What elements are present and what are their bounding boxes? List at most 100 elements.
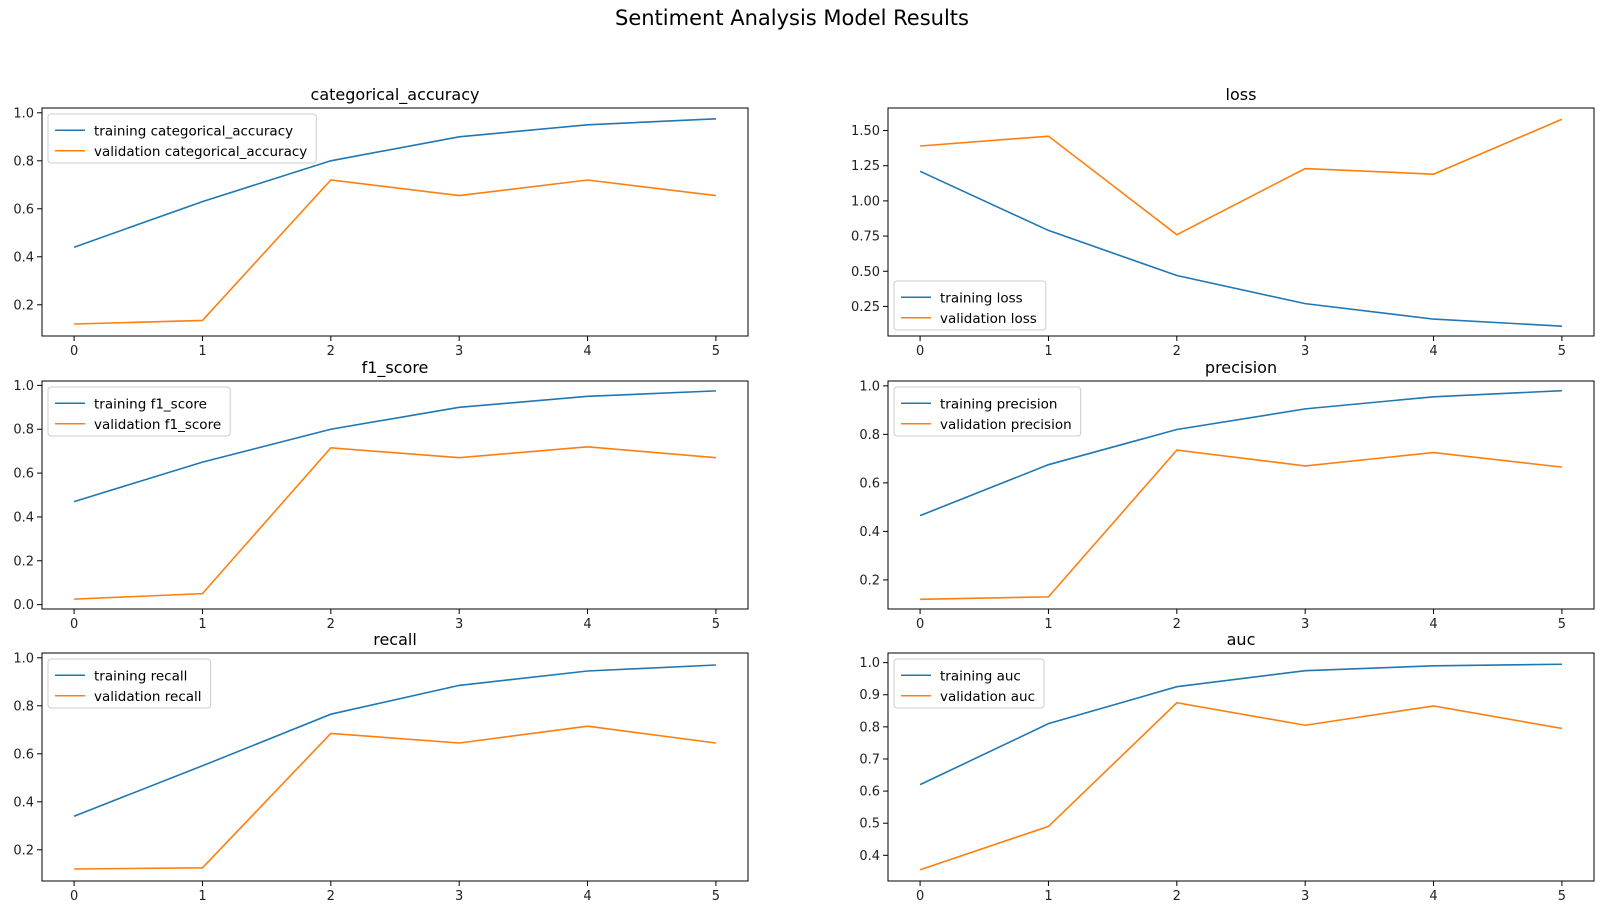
x-tick-label: 5	[1558, 889, 1566, 904]
series-line-training	[73, 390, 716, 503]
legend-label: training auc	[940, 668, 1021, 684]
legend: training f1_score validation f1_score	[47, 386, 231, 437]
x-tick-label: 1	[1044, 617, 1052, 632]
y-tick-label: 1.0	[13, 379, 34, 394]
legend-box	[47, 658, 212, 709]
axes-frame	[887, 652, 1595, 882]
x-tick-label: 2	[327, 889, 335, 904]
x-tick-label: 0	[70, 617, 78, 632]
y-tick-label: 0.5	[859, 817, 880, 832]
y-tick-label: 1.0	[13, 651, 34, 666]
legend-label: training categorical_accuracy	[94, 123, 293, 139]
y-tick-label: 0.8	[13, 423, 34, 438]
y-tick-label: 0.75	[851, 230, 880, 245]
series-line-training	[919, 170, 1562, 327]
y-tick-label: 0.6	[13, 202, 34, 217]
y-tick-label: 0.2	[13, 554, 34, 569]
legend-box	[893, 280, 1047, 331]
legend-box	[47, 386, 231, 437]
panels: categorical_accuracy 0 1 2 3 4 5 0.2 0.4 0.6 0.8 1.…	[13, 85, 1595, 904]
y-tick-label: 1.00	[851, 194, 880, 209]
x-tick-label: 2	[327, 344, 335, 359]
y-tick-label: 0.2	[13, 298, 34, 313]
axes-frame	[41, 652, 749, 882]
legend-label: training precision	[940, 396, 1058, 412]
y-tick-label: 0.8	[859, 720, 880, 735]
x-tick-label: 3	[1301, 617, 1309, 632]
subplot-title: f1_score	[362, 358, 429, 378]
subplot-f1_score: f1_score 0 1 2 3 4 5 0.0 0.2 0.4 0.6 0.8 1.0 training…	[13, 358, 749, 632]
series-line-validation	[919, 701, 1563, 871]
y-tick-label: 0.50	[851, 265, 880, 280]
axes-frame	[887, 380, 1595, 610]
legend-label: training loss	[940, 290, 1023, 306]
y-tick-label: 0.8	[859, 428, 880, 443]
subplot-recall: recall 0 1 2 3 4 5 0.2 0.4 0.6 0.8 1.0 training reca…	[13, 630, 749, 904]
subplot-loss: loss 0 1 2 3 4 5 0.25 0.50 0.75 1.00 1.25 1.50 traini…	[851, 85, 1595, 359]
subplot-precision: precision 0 1 2 3 4 5 0.2 0.4 0.6 0.8 1.0 training p…	[859, 358, 1595, 632]
axes-frame	[41, 380, 749, 610]
legend: training categorical_accuracy validation …	[47, 113, 317, 164]
legend: training loss validation loss	[893, 280, 1047, 331]
subplot-auc: auc 0 1 2 3 4 5 0.4 0.5 0.6 0.7 0.8 0.9 1.0 training a…	[859, 630, 1595, 904]
series-line-training	[73, 118, 716, 248]
y-tick-label: 1.0	[13, 106, 34, 121]
series-line-validation	[920, 449, 1563, 601]
x-tick-label: 5	[712, 889, 720, 904]
x-tick-label: 5	[1558, 344, 1566, 359]
y-tick-label: 0.6	[13, 747, 34, 762]
y-tick-label: 0.4	[13, 510, 34, 525]
x-tick-label: 5	[712, 344, 720, 359]
x-tick-label: 5	[712, 617, 720, 632]
x-tick-label: 4	[1429, 617, 1437, 632]
y-tick-label: 1.25	[851, 159, 880, 174]
figure-title: Sentiment Analysis Model Results	[615, 6, 969, 30]
series-line-training	[919, 389, 1562, 517]
y-tick-label: 0.8	[13, 699, 34, 714]
x-tick-label: 4	[1429, 344, 1437, 359]
legend: training recall validation recall	[47, 658, 212, 709]
x-tick-label: 1	[1044, 344, 1052, 359]
series-line-validation	[74, 725, 717, 870]
legend-box	[893, 658, 1045, 709]
x-tick-label: 1	[1044, 889, 1052, 904]
y-tick-label: 0.4	[13, 795, 34, 810]
legend-label: validation precision	[940, 417, 1072, 433]
legend: training precision validation precision	[893, 386, 1082, 437]
legend-label: training f1_score	[94, 396, 207, 412]
x-tick-label: 3	[455, 344, 463, 359]
x-tick-label: 3	[1301, 344, 1309, 359]
y-tick-label: 0.4	[859, 849, 880, 864]
axes-frame	[887, 107, 1595, 337]
series-line-validation	[920, 118, 1563, 236]
subplot-title: precision	[1205, 358, 1277, 377]
y-tick-label: 1.0	[859, 656, 880, 671]
legend-label: validation loss	[940, 311, 1037, 327]
x-tick-label: 1	[198, 889, 206, 904]
y-tick-label: 0.4	[859, 525, 880, 540]
x-tick-label: 0	[916, 889, 924, 904]
x-tick-label: 4	[583, 889, 591, 904]
x-tick-label: 2	[327, 617, 335, 632]
y-tick-label: 0.0	[13, 598, 34, 613]
subplot-title: auc	[1227, 630, 1256, 649]
x-tick-label: 0	[70, 344, 78, 359]
y-tick-label: 0.4	[13, 250, 34, 265]
x-tick-label: 5	[1558, 617, 1566, 632]
axes-frame	[41, 107, 749, 337]
x-tick-label: 0	[70, 889, 78, 904]
subplot-categorical_accuracy: categorical_accuracy 0 1 2 3 4 5 0.2 0.4 0.6 0.8 1.…	[13, 85, 749, 359]
x-tick-label: 3	[455, 889, 463, 904]
x-tick-label: 4	[583, 344, 591, 359]
series-line-training	[73, 664, 716, 817]
x-tick-label: 0	[916, 617, 924, 632]
y-tick-label: 0.6	[859, 785, 880, 800]
series-line-validation	[74, 179, 717, 325]
legend: training auc validation auc	[893, 658, 1045, 709]
y-tick-label: 0.2	[13, 843, 34, 858]
y-tick-label: 0.8	[13, 154, 34, 169]
subplot-title: categorical_accuracy	[311, 85, 480, 105]
x-tick-label: 4	[583, 617, 591, 632]
y-tick-label: 1.50	[851, 124, 880, 139]
